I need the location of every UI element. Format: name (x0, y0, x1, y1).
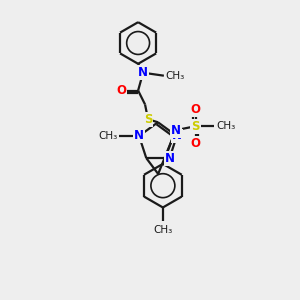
Text: S: S (191, 120, 200, 133)
Text: CH₃: CH₃ (98, 131, 117, 141)
Text: CH₃: CH₃ (153, 225, 172, 235)
Text: N: N (172, 130, 182, 142)
Text: N: N (165, 152, 175, 165)
Text: N: N (171, 124, 181, 137)
Text: CH₃: CH₃ (216, 121, 236, 131)
Text: S: S (144, 113, 152, 126)
Text: N: N (134, 130, 144, 142)
Text: O: O (190, 136, 201, 150)
Text: CH₃: CH₃ (166, 71, 185, 81)
Text: O: O (190, 103, 201, 116)
Text: N: N (138, 66, 148, 79)
Text: O: O (116, 84, 126, 97)
